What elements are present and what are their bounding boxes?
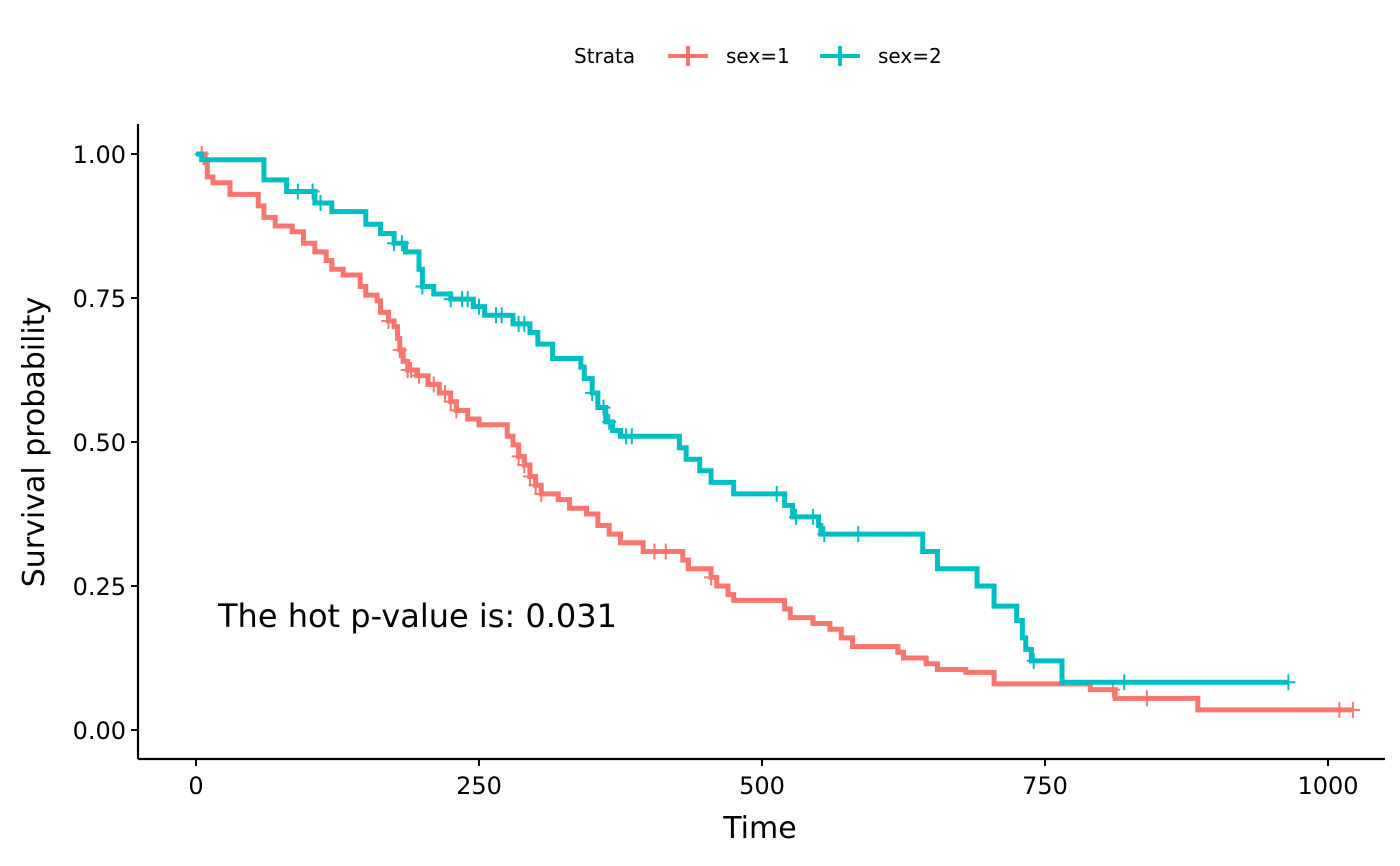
censor-mark [395, 235, 410, 252]
y-tick-label: 0.50 [73, 429, 126, 457]
censor-mark [805, 508, 820, 525]
censor-mark [449, 402, 464, 419]
censor-mark [472, 298, 486, 315]
censor-mark [769, 485, 784, 502]
legend-key-sex=2 [820, 46, 860, 66]
legend-label: sex=1 [726, 44, 790, 68]
legend-key-sex=1 [668, 46, 708, 66]
censor-mark [494, 307, 509, 324]
censor-mark [412, 367, 427, 384]
x-tick-label: 750 [1022, 772, 1068, 800]
x-tick-label: 250 [456, 772, 502, 800]
censor-mark [443, 393, 458, 410]
censor-mark [851, 526, 866, 543]
x-tick-label: 0 [188, 772, 203, 800]
censor-mark [1345, 701, 1360, 718]
censor-mark [438, 385, 453, 402]
censor-mark [517, 315, 532, 332]
y-tick-label: 0.75 [73, 285, 126, 313]
censor-mark [290, 183, 305, 200]
y-tick-label: 1.00 [73, 141, 126, 169]
x-tick-label: 1000 [1297, 772, 1358, 800]
legend-label: sex=2 [878, 44, 942, 68]
censor-mark [517, 457, 532, 474]
x-axis-title: Time [722, 811, 796, 846]
censor-mark [602, 413, 617, 430]
curves [194, 146, 1360, 718]
censor-mark [788, 508, 803, 525]
censor-mark [1117, 674, 1132, 691]
censor-mark [511, 448, 526, 465]
censor-mark [1281, 674, 1296, 691]
censor-mark [415, 278, 430, 295]
y-tick-label: 0.00 [73, 717, 126, 745]
p-value-annotation: The hot p-value is: 0.031 [217, 597, 617, 635]
censor-mark [381, 313, 396, 330]
censor-mark [522, 468, 537, 485]
censor-mark [596, 399, 611, 416]
axes: Time Survival probability 0 250 500 750 1000… [17, 124, 1385, 846]
censor-mark [585, 385, 600, 402]
censor-mark [305, 183, 320, 200]
censor-mark [704, 569, 719, 586]
censor-mark [392, 341, 407, 358]
censor-mark [534, 485, 549, 502]
censor-mark [460, 291, 475, 308]
y-tick-label: 0.25 [73, 573, 126, 601]
censor-mark [404, 362, 419, 378]
x-tick-label: 500 [739, 772, 785, 800]
censor-mark [817, 526, 832, 543]
censor-mark [658, 543, 673, 560]
legend: Strata sex=1 sex=2 [574, 44, 942, 68]
censor-mark [1332, 701, 1347, 718]
y-axis-title: Survival probability [17, 297, 52, 588]
legend-title: Strata [574, 44, 635, 68]
censor-mark [528, 477, 543, 494]
censor-mark [313, 194, 328, 211]
censor-mark [1139, 690, 1154, 707]
censor-mark [624, 428, 639, 445]
censor-mark [426, 376, 441, 393]
censor-mark [1026, 652, 1041, 669]
